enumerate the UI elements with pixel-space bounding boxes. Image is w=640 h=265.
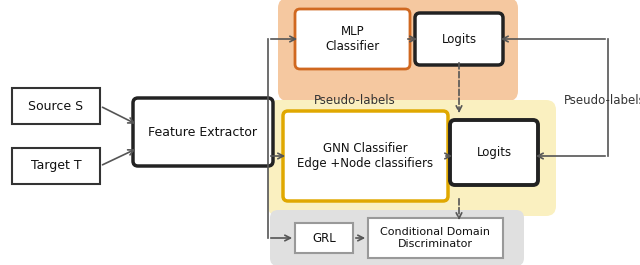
Text: Logits: Logits [442,33,477,46]
Text: MLP
Classifier: MLP Classifier [325,25,380,53]
Bar [295,223,353,253]
FancyBboxPatch shape [278,0,518,101]
Bar [12,88,100,124]
FancyBboxPatch shape [283,111,448,201]
Text: Conditional Domain
Discriminator: Conditional Domain Discriminator [381,227,490,249]
FancyBboxPatch shape [270,210,524,265]
FancyBboxPatch shape [415,13,503,65]
Text: GRL: GRL [312,232,336,245]
FancyBboxPatch shape [268,100,556,216]
FancyBboxPatch shape [295,9,410,69]
Text: Pseudo-labels: Pseudo-labels [314,95,396,108]
Bar [12,148,100,184]
Text: Target T: Target T [31,160,81,173]
Text: Source S: Source S [28,99,84,113]
Text: Feature Extractor: Feature Extractor [148,126,257,139]
FancyBboxPatch shape [133,98,273,166]
Text: Logits: Logits [476,146,511,159]
Text: Pseudo-labels: Pseudo-labels [564,95,640,108]
Text: GNN Classifier
Edge +Node classifiers: GNN Classifier Edge +Node classifiers [298,142,433,170]
FancyBboxPatch shape [450,120,538,185]
Bar [368,218,503,258]
